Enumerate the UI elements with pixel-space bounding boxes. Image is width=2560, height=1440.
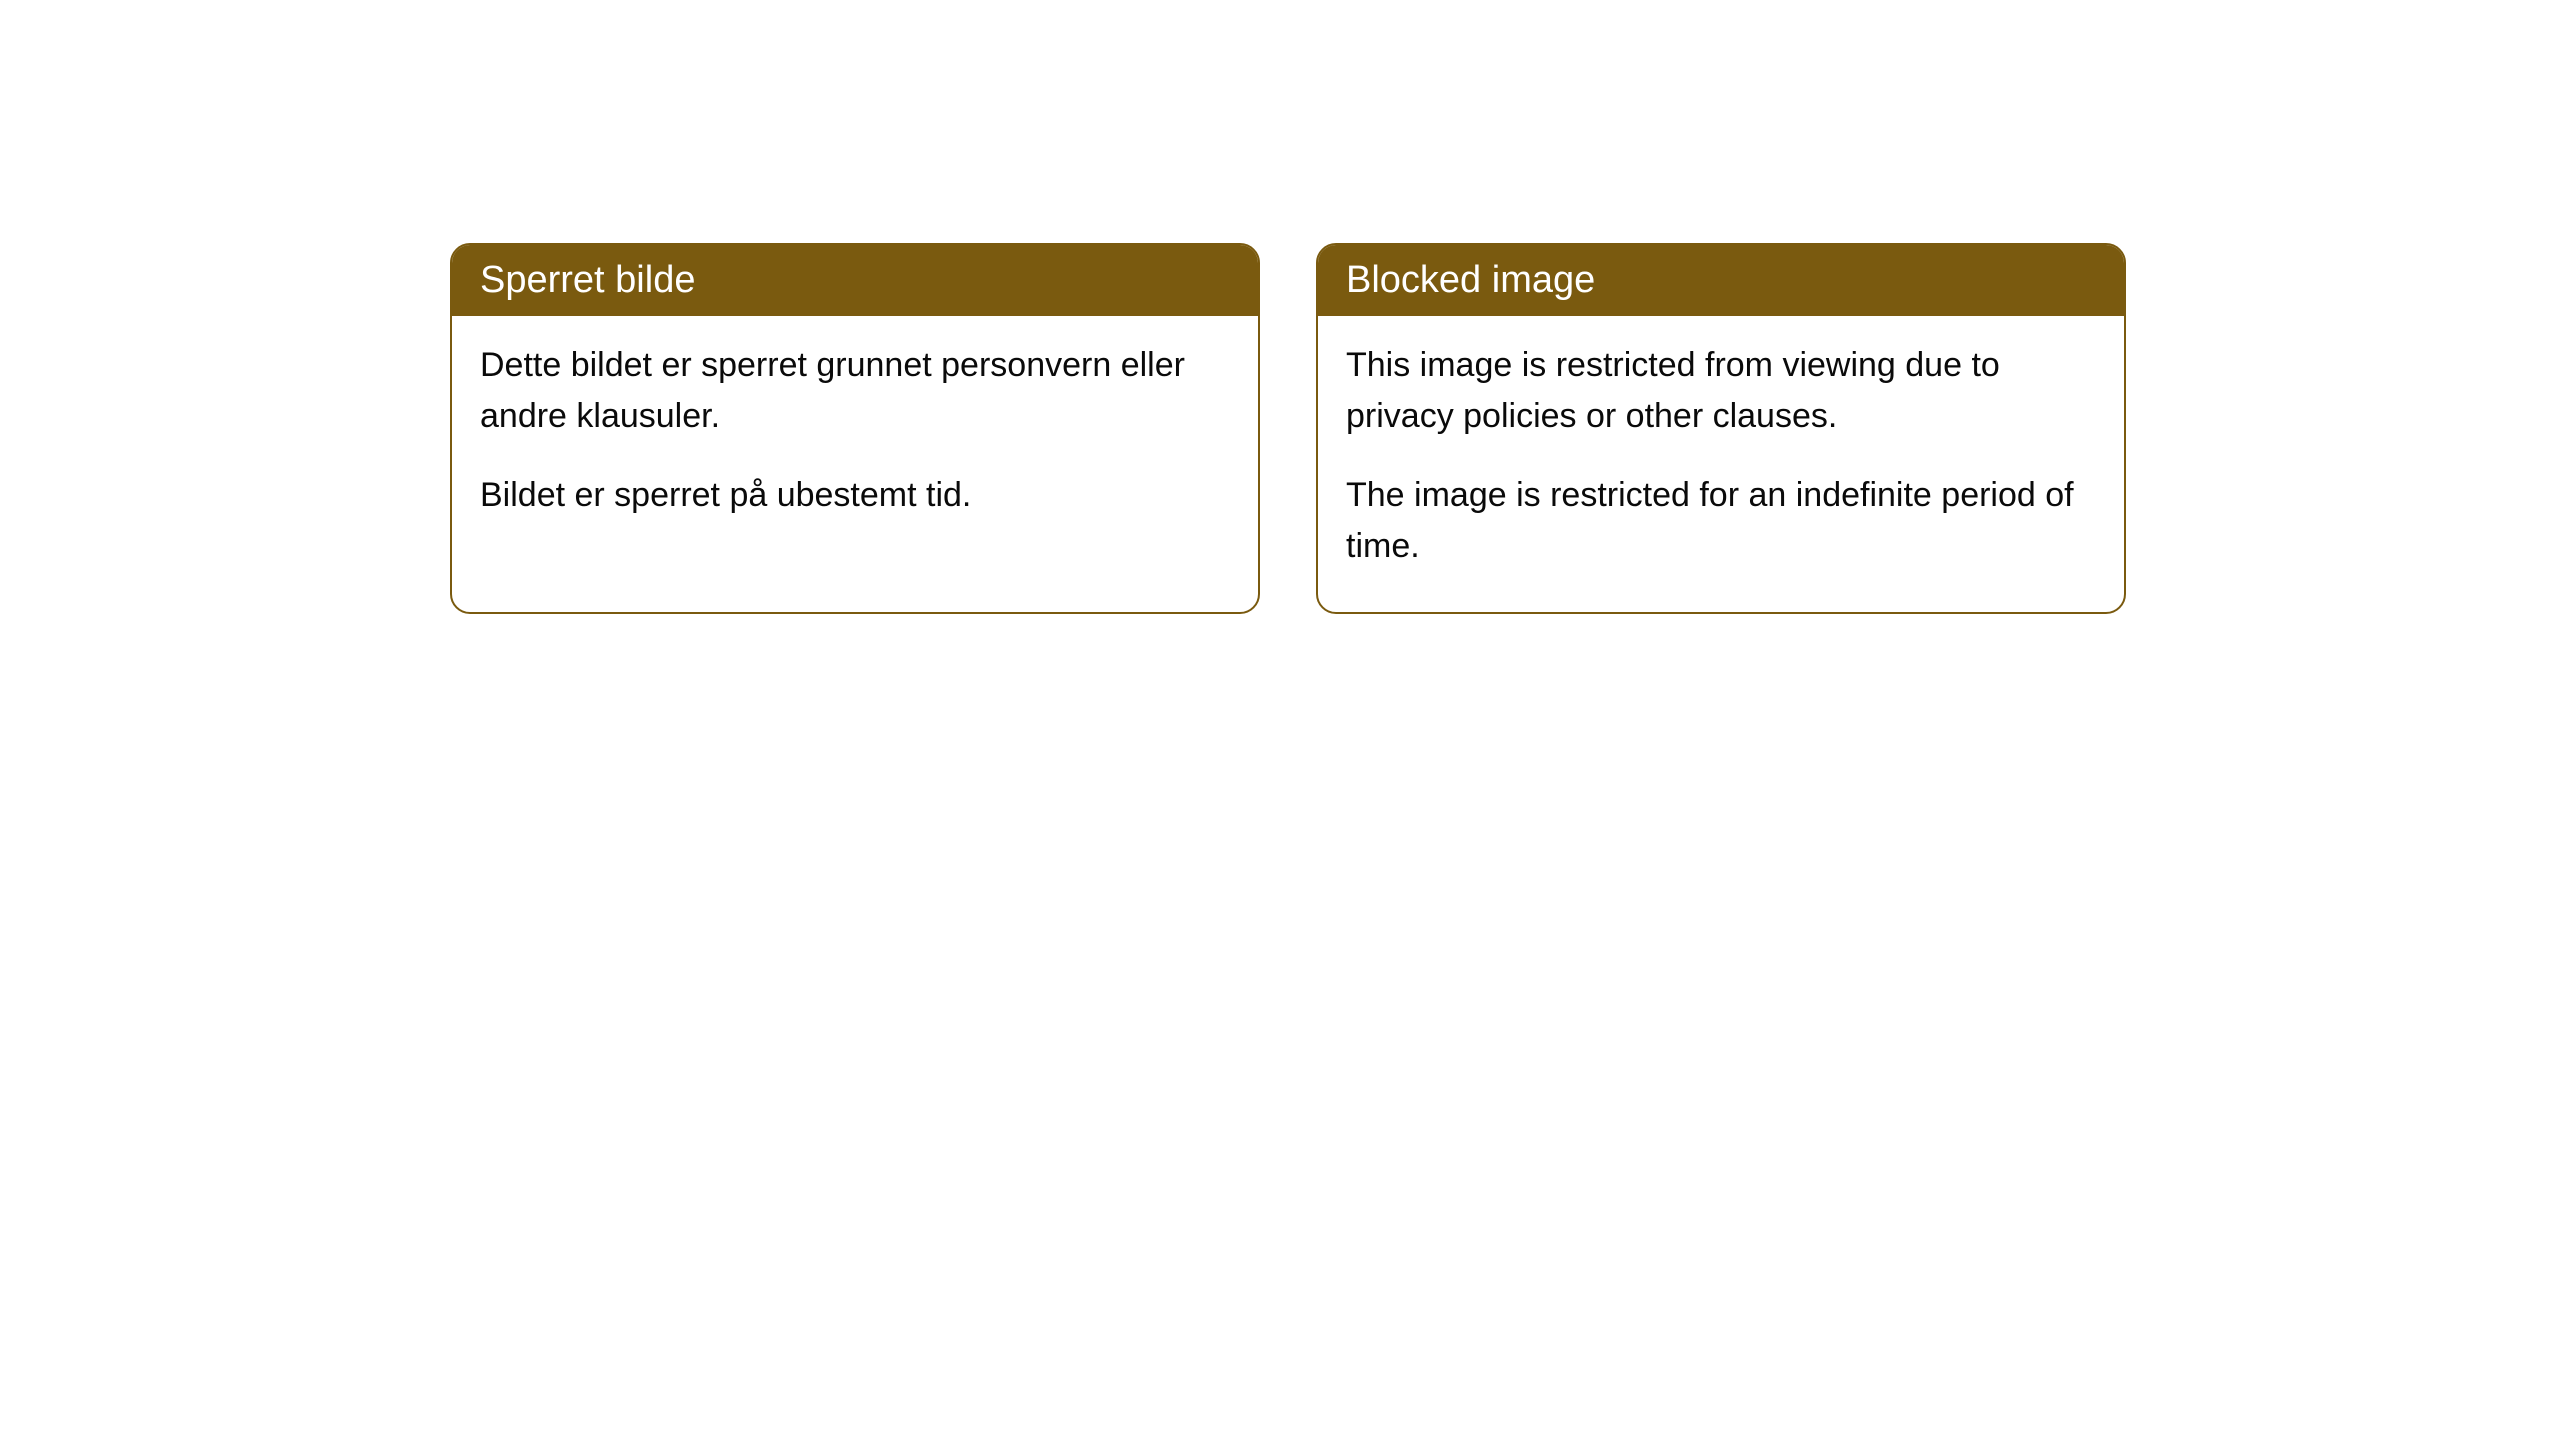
- blocked-image-card-no: Sperret bilde Dette bildet er sperret gr…: [450, 243, 1260, 614]
- card-paragraph-2: Bildet er sperret på ubestemt tid.: [480, 470, 1230, 521]
- card-body: Dette bildet er sperret grunnet personve…: [452, 316, 1258, 561]
- card-header: Blocked image: [1318, 245, 2124, 316]
- card-paragraph-1: Dette bildet er sperret grunnet personve…: [480, 340, 1230, 442]
- card-paragraph-2: The image is restricted for an indefinit…: [1346, 470, 2096, 572]
- blocked-image-card-en: Blocked image This image is restricted f…: [1316, 243, 2126, 614]
- card-header: Sperret bilde: [452, 245, 1258, 316]
- card-title: Sperret bilde: [480, 259, 695, 301]
- card-paragraph-1: This image is restricted from viewing du…: [1346, 340, 2096, 442]
- card-body: This image is restricted from viewing du…: [1318, 316, 2124, 612]
- card-title: Blocked image: [1346, 259, 1595, 301]
- notice-cards-container: Sperret bilde Dette bildet er sperret gr…: [450, 243, 2126, 614]
